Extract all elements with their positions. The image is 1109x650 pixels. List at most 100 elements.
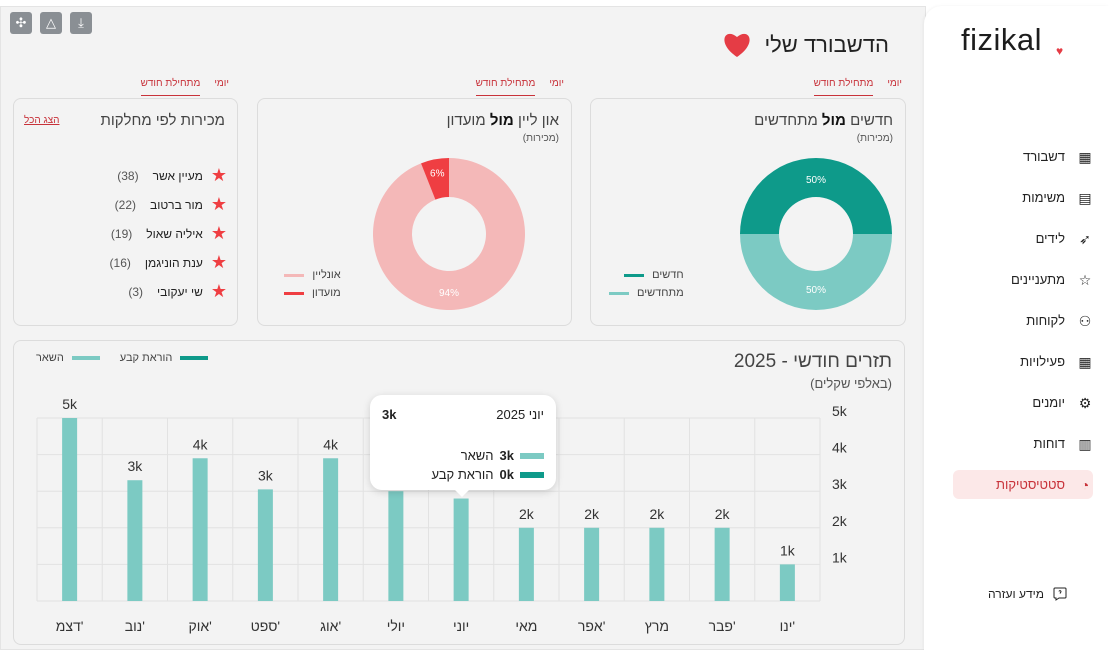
tabs-online-vs-club: יומי מתחילת חודש xyxy=(475,78,564,96)
department-row: ★ שי יעקובי (3) xyxy=(110,277,227,306)
x-tick-label: ספט' xyxy=(251,618,280,634)
bar[interactable] xyxy=(127,480,143,601)
sidebar-item[interactable]: ▤ משימות xyxy=(953,177,1093,218)
toolbar: ✣ △ ⤓ xyxy=(10,12,92,34)
bar-data-label: 2k xyxy=(519,506,535,522)
donut-slice[interactable] xyxy=(740,158,892,234)
department-count: (19) xyxy=(110,226,133,241)
sidebar-item[interactable]: ☆ מתעניינים xyxy=(953,259,1093,300)
monthly-bar-chart: 1k 2k 3k 4k 5k 1k ינו' 2k פבר' 2k מרץ 2k אפר' 2k מאי יו… xyxy=(36,396,848,634)
sidebar-item[interactable]: ⚙ יומנים xyxy=(953,382,1093,423)
users-icon: ⚇ xyxy=(1078,312,1092,329)
sidebar-nav: ▦ דשבורד ▤ משימות ➶ לידים ☆ מתעניינים ⚇ לקוחות ▦ פע… xyxy=(953,136,1093,505)
x-tick-label: מאי xyxy=(515,618,537,634)
x-tick-label: דצמ' xyxy=(56,618,84,634)
bar[interactable] xyxy=(257,489,273,601)
tooltip-standing-label: הוראת קבע xyxy=(431,467,494,482)
tooltip-swatch xyxy=(520,471,544,478)
sidebar-item-label: סטטיסטיקות xyxy=(995,477,1065,492)
legend-swatch xyxy=(624,273,645,277)
bar[interactable] xyxy=(388,491,404,601)
bar[interactable] xyxy=(192,458,208,601)
department-row: ★ מעיין אשר (38) xyxy=(110,161,227,190)
donut-slice[interactable] xyxy=(421,158,449,200)
department-row: ★ מור ברטוב (22) xyxy=(110,190,227,219)
department-count: (3) xyxy=(128,284,144,299)
card-title: חדשים מול מתחדשים xyxy=(754,112,893,129)
bar[interactable] xyxy=(584,527,600,601)
legend-swatch xyxy=(180,356,209,360)
bar[interactable] xyxy=(453,498,469,601)
card-subtitle: (מכירות) xyxy=(856,133,893,144)
sidebar-item[interactable]: ➶ לידים xyxy=(953,218,1093,259)
tooltip-rest-value: 3k xyxy=(499,448,514,463)
tooltip-title: יוני 2025 xyxy=(496,407,544,422)
legend-label: השאר xyxy=(36,352,64,364)
legend-label: הוראת קבע xyxy=(119,352,173,364)
tooltip-rest-label: השאר xyxy=(460,448,494,463)
departments-card: מכירות לפי מחלקות הצג הכל ★ מעיין אשר (38)… xyxy=(13,98,238,326)
sidebar-item[interactable]: ◔ סטטיסטיקות xyxy=(953,470,1093,499)
legend-label: מתחדשים xyxy=(637,287,684,299)
slice-label: 50% xyxy=(806,285,826,296)
report-icon: ▥ xyxy=(1078,435,1092,452)
slice-label: 94% xyxy=(439,288,459,299)
add-shape-icon[interactable]: △ xyxy=(40,12,62,34)
bar-data-label: 5k xyxy=(62,396,78,412)
bar[interactable] xyxy=(323,458,339,601)
tab-daily[interactable]: יומי xyxy=(214,78,229,89)
department-row: ★ ענת הוניגמן (16) xyxy=(110,248,227,277)
star-icon: ★ xyxy=(210,194,227,214)
bar[interactable] xyxy=(714,527,730,601)
slice-label: 50% xyxy=(806,175,826,186)
y-tick-label: 3k xyxy=(832,476,848,492)
sidebar-item[interactable]: ⚇ לקוחות xyxy=(953,300,1093,341)
tab-month-start[interactable]: מתחילת חודש xyxy=(140,78,201,96)
sidebar-item-label: דשבורד xyxy=(1023,149,1065,164)
x-tick-label: פבר' xyxy=(709,618,736,634)
department-row: ★ איליה שאול (19) xyxy=(110,219,227,248)
donut-slice[interactable] xyxy=(740,234,892,310)
download-icon[interactable]: ⤓ xyxy=(70,12,92,34)
x-tick-label: יוני xyxy=(453,618,469,634)
sidebar-item-label: דוחות xyxy=(1033,436,1066,451)
x-tick-label: ינו' xyxy=(780,618,795,634)
bar[interactable] xyxy=(62,418,78,601)
legend-label: אונליין xyxy=(312,269,341,281)
tab-daily[interactable]: יומי xyxy=(549,78,564,89)
sidebar-item[interactable]: ▥ דוחות xyxy=(953,423,1093,464)
tabs-new-vs-renew: יומי מתחילת חודש xyxy=(813,78,902,96)
tabs-departments: יומי מתחילת חודש xyxy=(140,78,229,96)
show-all-link[interactable]: הצג הכל xyxy=(24,115,60,126)
bar[interactable] xyxy=(518,527,534,601)
legend-swatch xyxy=(284,291,304,295)
sidebar-item-label: מתעניינים xyxy=(1010,272,1065,287)
tooltip-total: 3k xyxy=(382,407,397,422)
page-title-text: הדשבורד שלי xyxy=(764,32,889,57)
department-count: (22) xyxy=(114,197,137,212)
department-count: (16) xyxy=(109,255,131,270)
sidebar-item-label: לידים xyxy=(1035,231,1065,246)
x-tick-label: אוק' xyxy=(188,618,211,634)
tooltip-row-standing: 0k הוראת קבע xyxy=(431,467,544,482)
x-tick-label: יולי xyxy=(387,618,405,634)
sidebar-item[interactable]: ▦ דשבורד xyxy=(953,136,1093,177)
bar-data-label: 3k xyxy=(258,467,274,483)
sidebar-item-label: יומנים xyxy=(1032,395,1065,410)
add-element-icon[interactable]: ✣ xyxy=(10,12,32,34)
donut-slice[interactable] xyxy=(373,158,525,310)
help-link[interactable]: מידע ועזרה xyxy=(988,586,1068,602)
sidebar-item[interactable]: ▦ פעילויות xyxy=(953,341,1093,382)
bar[interactable] xyxy=(649,527,665,601)
y-tick-label: 1k xyxy=(832,549,848,565)
department-name: שי יעקובי xyxy=(157,284,203,299)
tab-month-start[interactable]: מתחילת חודש xyxy=(813,78,874,96)
x-tick-label: נוב' xyxy=(125,618,145,634)
tab-month-start[interactable]: מתחילת חודש xyxy=(475,78,536,96)
bar[interactable] xyxy=(779,564,795,601)
tab-daily[interactable]: יומי xyxy=(887,78,902,89)
departments-list: ★ מעיין אשר (38) ★ מור ברטוב (22) ★ איליה שאול (… xyxy=(110,161,227,306)
y-tick-label: 4k xyxy=(832,440,848,456)
bar-data-label: 4k xyxy=(323,436,339,452)
sidebar-item-label: משימות xyxy=(1022,190,1065,205)
